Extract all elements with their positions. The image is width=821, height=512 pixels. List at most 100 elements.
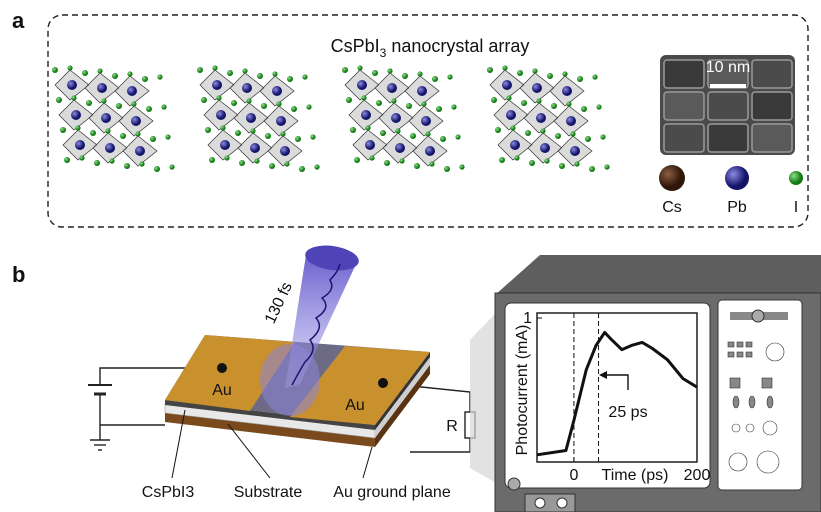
tem-cell [708,92,748,120]
i-atom [432,76,438,82]
i-atom [116,103,122,109]
pb-atom [506,110,516,120]
i-atom [387,68,392,73]
tem-cell [664,60,704,88]
i-atom [135,131,140,136]
pb-atom [502,80,512,90]
i-atom [105,128,110,133]
legend-label: I [794,199,798,216]
i-atom [532,68,537,73]
i-atom [276,101,281,106]
i-atom [789,171,803,185]
i-atom [109,158,114,163]
i-atom [562,71,567,76]
i-atom [169,164,174,169]
button [762,378,772,388]
i-atom [161,104,166,109]
i-atom [455,134,460,139]
pb-atom [105,143,115,153]
i-atom [585,136,591,142]
pb-atom [250,143,260,153]
legend-label: Cs [662,199,682,216]
scope-screen [505,303,710,488]
i-atom [197,67,203,73]
i-atom [451,104,456,109]
i-atom [157,74,162,79]
pb-atom [562,86,572,96]
pb-atom [532,83,542,93]
i-atom [447,74,452,79]
i-atom [146,106,152,112]
i-atom [265,133,271,139]
i-atom [596,104,601,109]
i-atom [291,106,297,112]
i-atom [302,74,307,79]
i-atom [502,65,507,70]
i-atom [280,131,285,136]
pb-atom [361,110,371,120]
x-tick-label: 200 [684,467,711,484]
pb-atom [101,113,111,123]
i-atom [154,166,160,172]
i-atom [600,134,605,139]
pb-atom [536,113,546,123]
pb-atom [71,110,81,120]
i-atom [440,136,446,142]
i-atom [429,161,434,166]
button [737,352,743,357]
pb-atom [570,146,580,156]
pb-atom [365,140,375,150]
pb-atom [67,80,77,90]
i-atom [284,161,289,166]
i-atom [94,160,100,166]
resistor-label: R [446,418,458,435]
i-atom [589,166,595,172]
knob [763,421,777,435]
i-atom [90,130,96,136]
layer-label: Substrate [234,484,303,501]
i-atom [551,103,557,109]
i-atom [246,98,251,103]
pb-atom [131,116,141,126]
scope-top [495,255,821,295]
panel-label: a [12,8,25,33]
tem-cell [752,60,792,88]
knob [749,396,755,408]
i-atom [231,100,237,106]
knob [766,343,784,361]
i-atom [421,101,426,106]
i-atom [342,67,348,73]
title-part: nanocrystal array [386,36,529,56]
pb-atom [220,140,230,150]
i-atom [239,160,245,166]
pb-atom [212,80,222,90]
i-atom [574,161,579,166]
i-atom [261,103,267,109]
i-atom [555,133,561,139]
i-atom [75,125,80,130]
i-atom [220,125,225,130]
pb-atom [280,146,290,156]
layer-label: Au ground plane [333,484,451,501]
i-atom [487,67,493,73]
i-atom [514,155,519,160]
button [730,378,740,388]
i-atom [142,76,148,82]
button [728,342,734,347]
i-atom [52,67,58,73]
pb-atom [357,80,367,90]
cs-atom [659,165,685,191]
i-atom [577,76,583,82]
i-atom [86,100,92,106]
i-atom [124,163,130,169]
y-axis-label: Photocurrent (mA) [514,325,531,456]
pb-atom [216,110,226,120]
i-atom [491,97,497,103]
pb-atom [566,116,576,126]
i-atom [372,70,378,76]
pb-atom [395,143,405,153]
pb-atom [97,83,107,93]
i-atom [269,163,275,169]
i-atom [314,164,319,169]
i-atom [71,95,76,100]
